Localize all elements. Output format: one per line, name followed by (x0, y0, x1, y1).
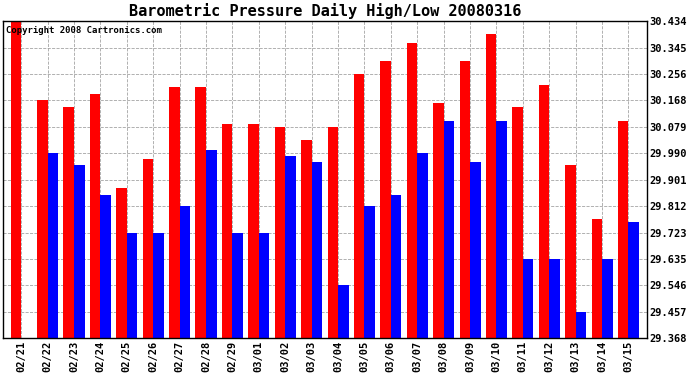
Bar (380, 61, 391, 338)
Bar (153, 232, 164, 338)
Bar (301, 140, 312, 338)
Bar (90, 94, 101, 338)
Bar (364, 206, 375, 338)
Bar (169, 87, 179, 338)
Bar (285, 156, 296, 338)
Bar (591, 219, 602, 338)
Bar (233, 232, 243, 338)
Bar (248, 124, 259, 338)
Bar (406, 44, 417, 338)
Bar (618, 121, 629, 338)
Bar (539, 85, 549, 338)
Bar (497, 121, 507, 338)
Bar (48, 153, 58, 338)
Bar (338, 285, 348, 338)
Bar (391, 195, 402, 338)
Bar (259, 232, 269, 338)
Bar (444, 121, 454, 338)
Bar (417, 153, 428, 338)
Bar (179, 206, 190, 338)
Bar (37, 100, 48, 338)
Bar (117, 188, 127, 338)
Bar (63, 107, 74, 338)
Bar (486, 34, 497, 338)
Bar (470, 162, 481, 338)
Bar (523, 259, 533, 338)
Bar (206, 150, 217, 338)
Bar (101, 195, 111, 338)
Bar (195, 87, 206, 338)
Bar (143, 159, 153, 338)
Bar (549, 259, 560, 338)
Title: Barometric Pressure Daily High/Low 20080316: Barometric Pressure Daily High/Low 20080… (128, 3, 521, 19)
Bar (629, 222, 639, 338)
Bar (328, 127, 338, 338)
Bar (222, 124, 233, 338)
Bar (460, 61, 470, 338)
Bar (312, 162, 322, 338)
Bar (11, 21, 21, 338)
Bar (74, 165, 85, 338)
Bar (575, 312, 586, 338)
Text: Copyright 2008 Cartronics.com: Copyright 2008 Cartronics.com (6, 26, 162, 35)
Bar (565, 165, 575, 338)
Bar (275, 127, 285, 338)
Bar (512, 107, 523, 338)
Bar (354, 74, 364, 338)
Bar (433, 103, 444, 338)
Bar (602, 259, 613, 338)
Bar (127, 232, 137, 338)
